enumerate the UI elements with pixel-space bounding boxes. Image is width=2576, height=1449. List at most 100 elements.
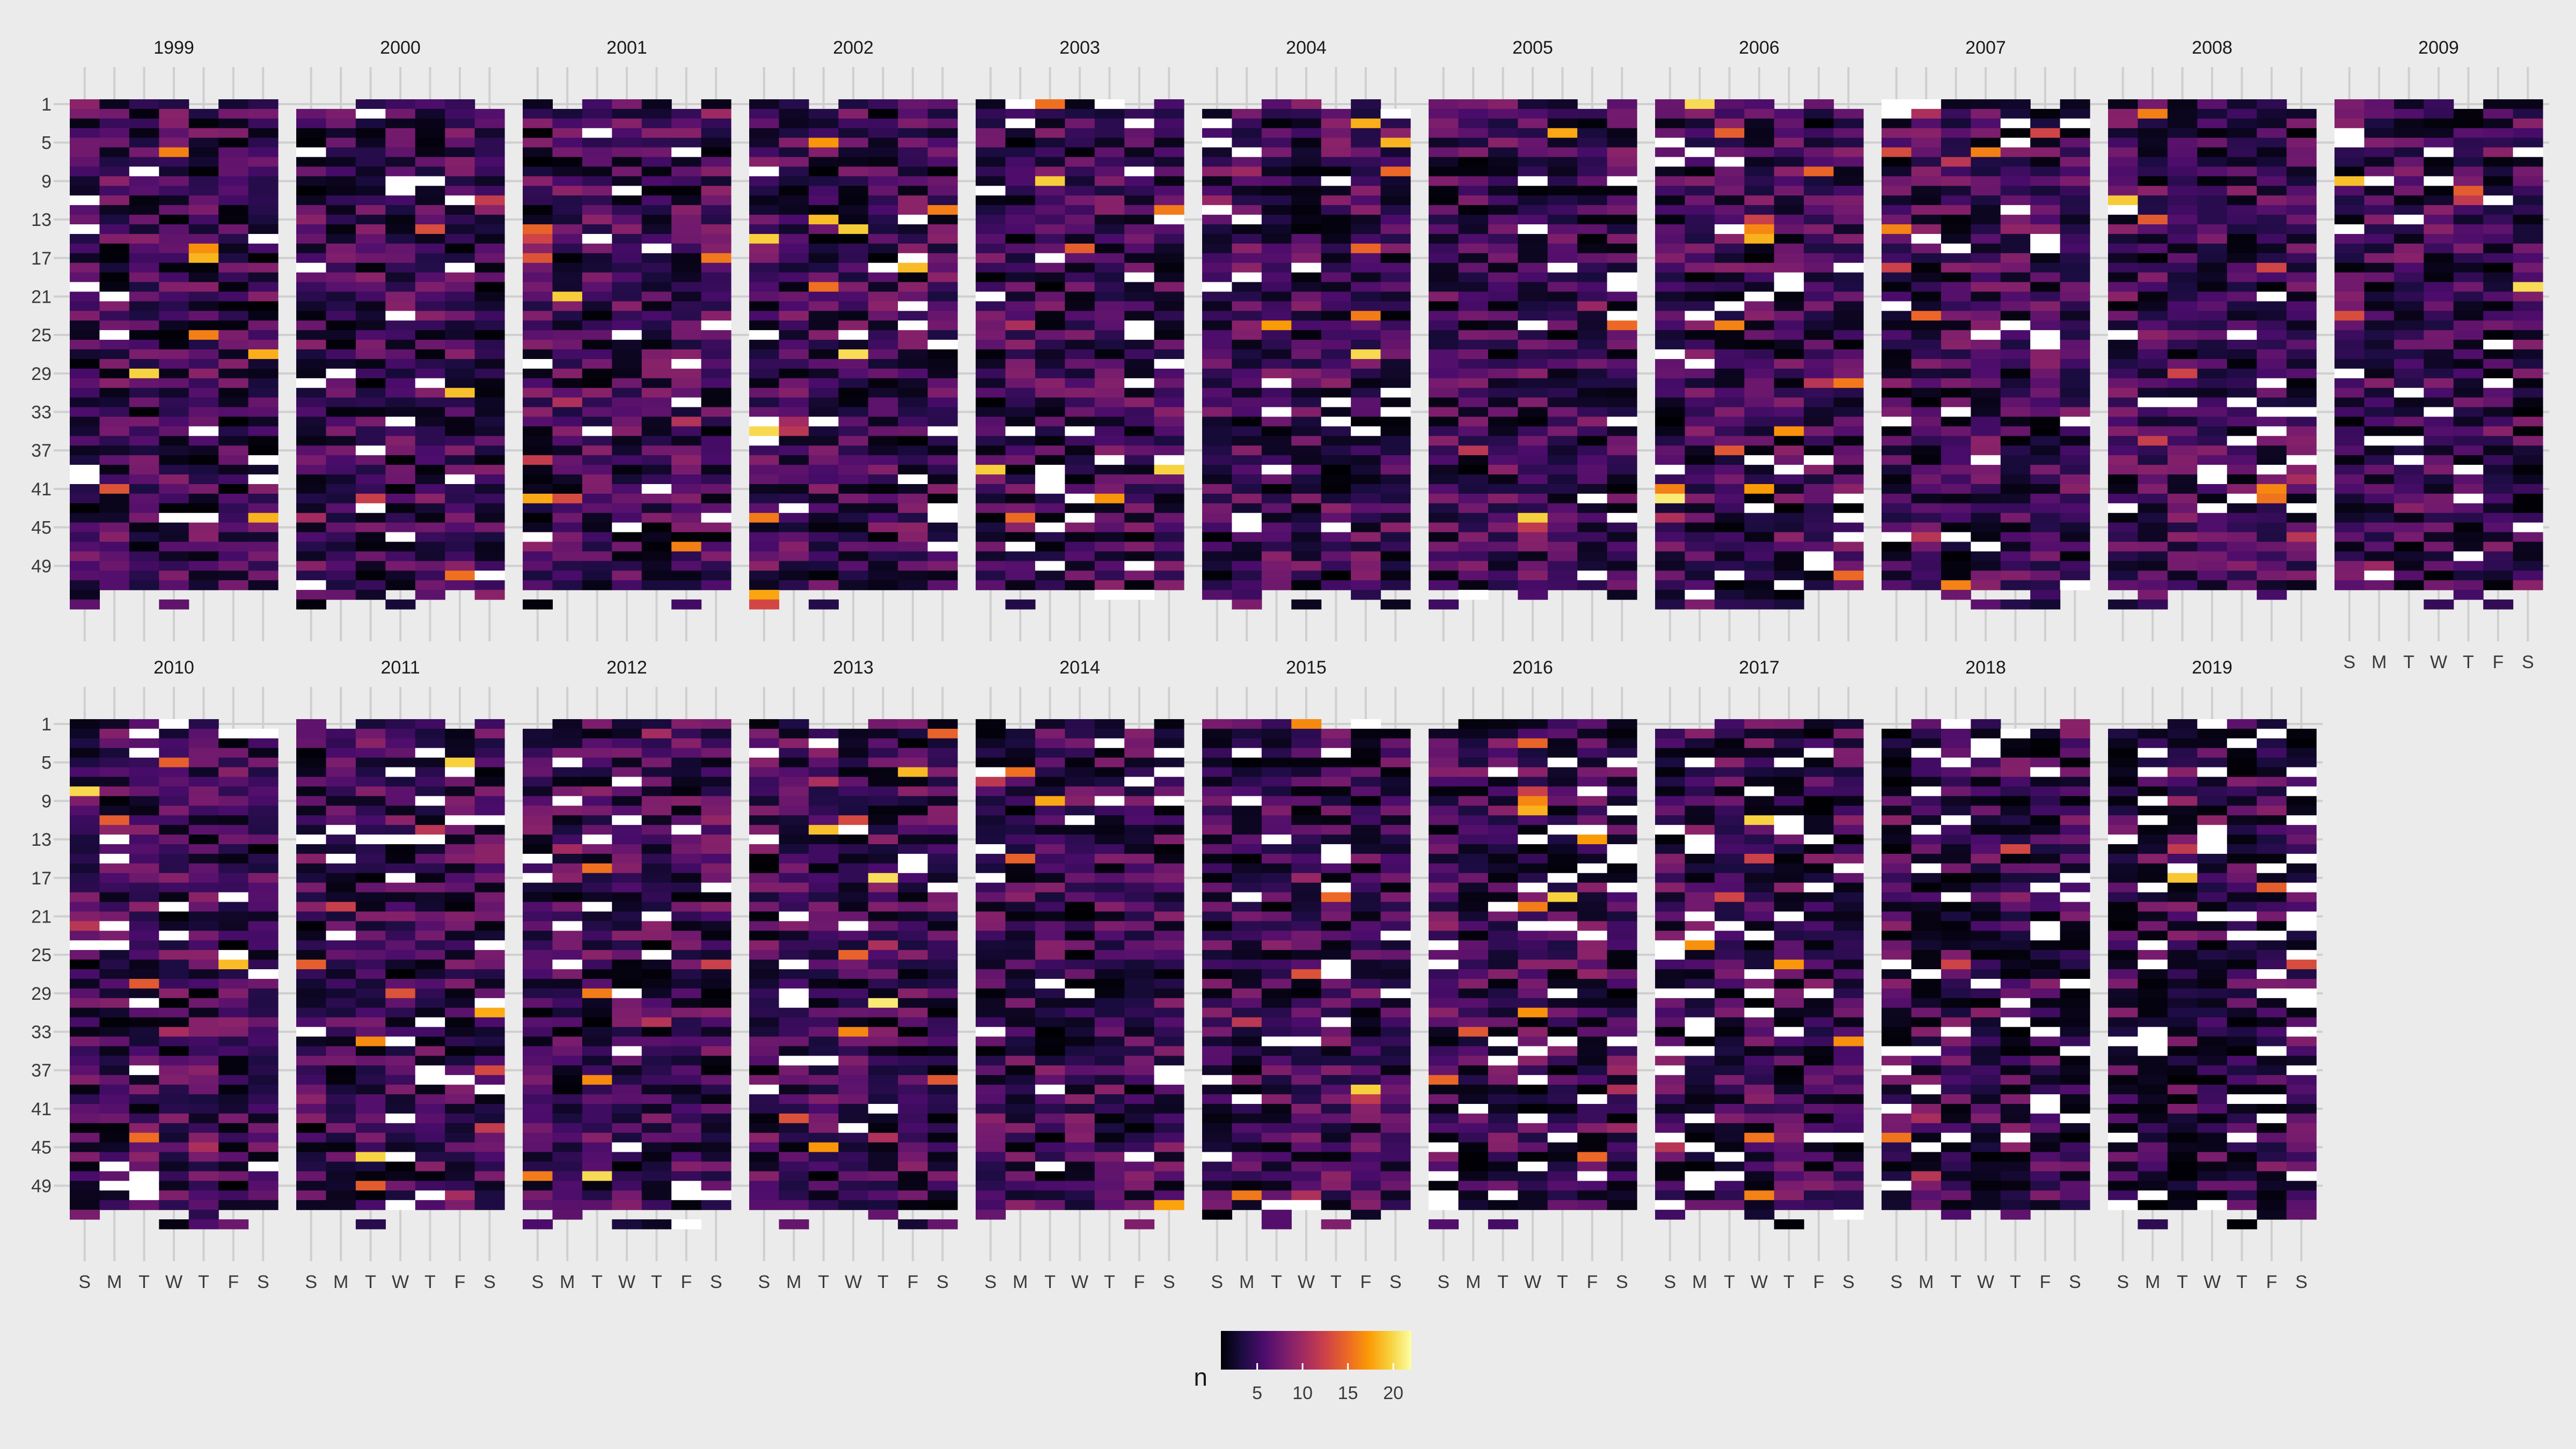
heatmap-cell bbox=[1429, 407, 1459, 418]
heatmap-cell bbox=[2257, 224, 2287, 235]
heatmap-cell bbox=[99, 1075, 130, 1085]
heatmap-cell bbox=[129, 873, 159, 883]
heatmap-cell bbox=[159, 1200, 189, 1210]
heatmap-cell bbox=[385, 474, 416, 485]
heatmap-cell bbox=[1458, 445, 1489, 456]
heatmap-cell bbox=[2286, 291, 2317, 302]
heatmap-cell bbox=[385, 272, 416, 283]
heatmap-cell bbox=[296, 330, 327, 340]
heatmap-cell bbox=[1351, 522, 1381, 533]
heatmap-cell bbox=[385, 940, 416, 950]
heatmap-cell bbox=[838, 157, 869, 167]
heatmap-cell bbox=[1941, 532, 1971, 543]
heatmap-cell bbox=[445, 911, 475, 922]
heatmap-cell bbox=[838, 397, 869, 408]
heatmap-cell bbox=[2286, 320, 2317, 331]
heatmap-cell bbox=[1261, 243, 1292, 254]
heatmap-cell bbox=[248, 1007, 279, 1018]
heatmap-cell bbox=[1380, 561, 1411, 571]
heatmap-cell bbox=[445, 1123, 475, 1133]
heatmap-cell bbox=[1488, 108, 1518, 119]
heatmap-cell bbox=[415, 176, 445, 186]
x-tick-label: T bbox=[2403, 652, 2414, 672]
heatmap-cell bbox=[2483, 455, 2514, 465]
heatmap-cell bbox=[779, 551, 809, 561]
heatmap-cell bbox=[898, 118, 928, 129]
heatmap-cell bbox=[838, 262, 869, 273]
heatmap-cell bbox=[474, 358, 505, 369]
heatmap-cell bbox=[2424, 416, 2454, 427]
heatmap-cell bbox=[188, 416, 219, 427]
heatmap-cell bbox=[1488, 368, 1518, 379]
heatmap-cell bbox=[385, 892, 416, 903]
heatmap-cell bbox=[70, 147, 100, 158]
heatmap-cell bbox=[1607, 108, 1637, 119]
heatmap-cell bbox=[1035, 176, 1065, 186]
heatmap-cell bbox=[218, 1085, 249, 1095]
heatmap-cell bbox=[248, 320, 279, 331]
heatmap-cell bbox=[70, 1181, 100, 1191]
heatmap-cell bbox=[218, 176, 249, 186]
heatmap-cell bbox=[2394, 262, 2424, 273]
heatmap-cell bbox=[1488, 426, 1518, 436]
heatmap-cell bbox=[976, 147, 1006, 158]
heatmap-cell bbox=[2108, 493, 2139, 504]
heatmap-cell bbox=[218, 330, 249, 340]
heatmap-cell bbox=[1577, 340, 1608, 350]
heatmap-cell bbox=[445, 541, 475, 552]
heatmap-cell bbox=[1154, 349, 1184, 360]
heatmap-cell bbox=[1882, 166, 1912, 177]
heatmap-cell bbox=[326, 484, 356, 494]
heatmap-cell bbox=[1488, 503, 1518, 514]
heatmap-cell bbox=[1882, 436, 1912, 446]
heatmap-cells bbox=[1202, 99, 1411, 610]
heatmap-cell bbox=[898, 233, 928, 244]
heatmap-cell bbox=[552, 118, 583, 129]
heatmap-cell bbox=[1804, 166, 1834, 177]
heatmap-cell bbox=[70, 1007, 100, 1018]
heatmap-cell bbox=[1005, 561, 1036, 571]
heatmap-cell bbox=[2513, 282, 2543, 292]
heatmap-cell bbox=[2286, 243, 2317, 254]
heatmap-cell bbox=[2483, 137, 2514, 148]
heatmap-cell bbox=[1882, 118, 1912, 129]
heatmap-cell bbox=[779, 570, 809, 581]
heatmap-cell bbox=[355, 368, 386, 379]
heatmap-cell bbox=[70, 176, 100, 186]
heatmap-cell bbox=[248, 522, 279, 533]
heatmap-cell bbox=[1261, 503, 1292, 514]
heatmap-cell bbox=[523, 455, 553, 465]
heatmap-cell bbox=[188, 455, 219, 465]
heatmap-cell bbox=[523, 580, 553, 590]
heatmap-cell bbox=[326, 978, 356, 989]
heatmap-cell bbox=[2513, 195, 2543, 206]
heatmap-cell bbox=[1911, 358, 1942, 369]
heatmap-cell bbox=[1655, 445, 1686, 456]
heatmap-cell bbox=[2030, 541, 2061, 552]
heatmap-cell bbox=[1488, 205, 1518, 215]
heatmap-cell bbox=[1124, 570, 1155, 581]
heatmap-cell bbox=[1232, 445, 1262, 456]
heatmap-cell bbox=[1804, 330, 1834, 340]
heatmap-cell bbox=[474, 301, 505, 311]
heatmap-cell bbox=[1744, 320, 1775, 331]
heatmap-cell bbox=[70, 474, 100, 485]
heatmap-cell bbox=[218, 262, 249, 273]
heatmap-cell bbox=[326, 253, 356, 264]
heatmap-cell bbox=[70, 1200, 100, 1210]
heatmap-cell bbox=[248, 474, 279, 485]
heatmap-cell bbox=[779, 282, 809, 292]
heatmap-cell bbox=[2513, 349, 2543, 360]
heatmap-cell bbox=[582, 387, 612, 398]
heatmap-cell bbox=[927, 513, 958, 523]
heatmap-cell bbox=[1261, 551, 1292, 561]
heatmap-cell bbox=[385, 166, 416, 177]
heatmap-cell bbox=[2424, 426, 2454, 436]
heatmap-cell bbox=[355, 1017, 386, 1028]
heatmap-cell bbox=[445, 186, 475, 196]
heatmap-cell bbox=[1065, 397, 1095, 408]
heatmap-cell bbox=[1577, 224, 1608, 235]
heatmap-cell bbox=[1429, 349, 1459, 360]
heatmap-cell bbox=[1971, 407, 2001, 418]
heatmap-cell bbox=[701, 541, 731, 552]
